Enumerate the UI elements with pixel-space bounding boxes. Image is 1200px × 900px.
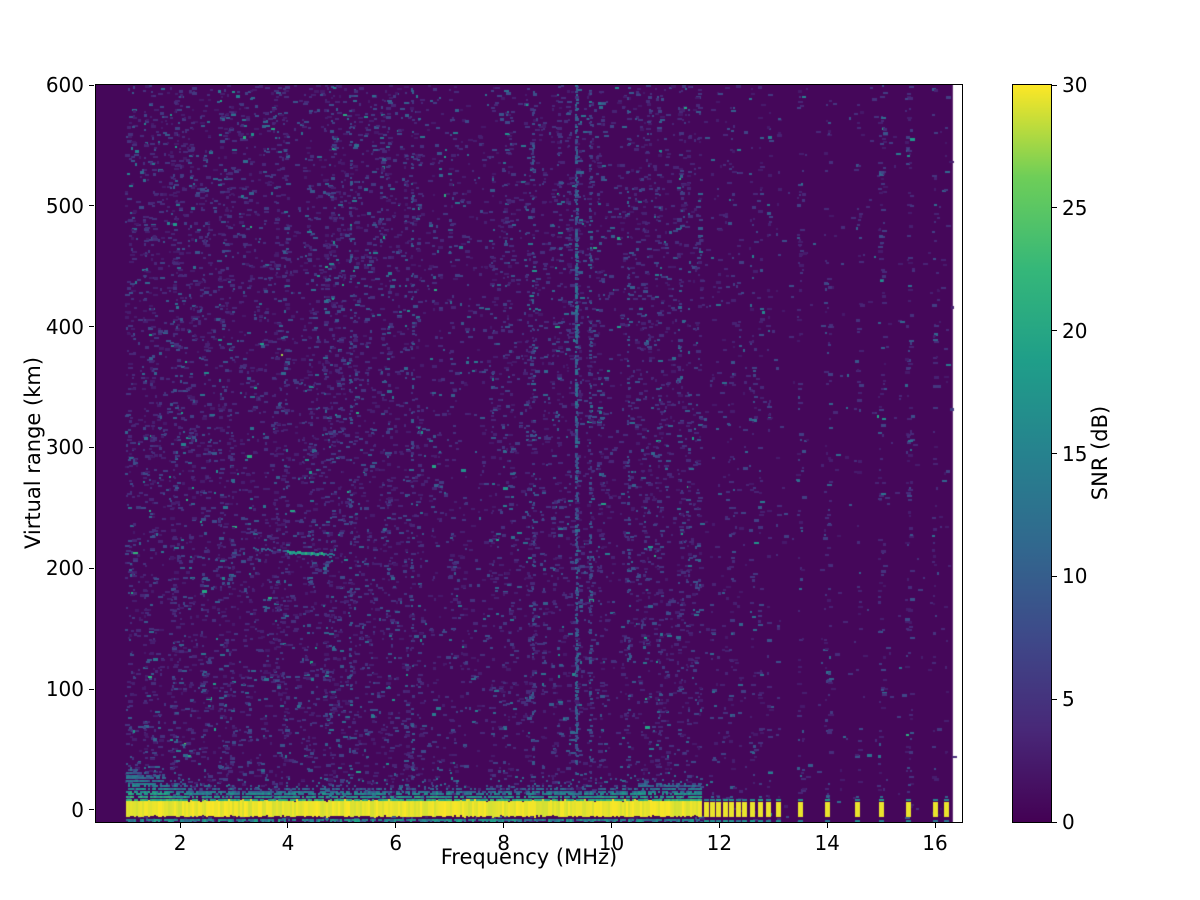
x-tick-label: 4 (281, 831, 295, 855)
colorbar (1012, 84, 1052, 823)
colorbar-tick-label: 20 (1062, 318, 1088, 343)
y-tick-label: 500 (45, 193, 84, 218)
y-tick-label: 100 (45, 677, 84, 702)
x-tick-mark (826, 823, 828, 828)
y-tick-mark (89, 688, 94, 690)
y-tick-label: 600 (45, 73, 84, 97)
colorbar-tick-mark (1052, 84, 1057, 86)
x-axis-label: Frequency (MHz) (440, 845, 618, 869)
colorbar-tick-label: 25 (1062, 195, 1088, 220)
x-tick-label: 2 (173, 831, 187, 855)
x-tick-label: 8 (497, 831, 511, 855)
x-tick-mark (611, 823, 612, 828)
y-tick-label: 200 (45, 556, 84, 581)
y-tick-mark (89, 809, 94, 811)
x-tick-mark (934, 823, 936, 828)
colorbar-tick-label: 15 (1062, 441, 1088, 466)
y-tick-label: 300 (45, 435, 84, 460)
heatmap-canvas (96, 85, 962, 822)
colorbar-label: SNR (dB) (1088, 405, 1112, 501)
y-tick-mark (89, 84, 94, 86)
x-tick-label: 12 (706, 831, 733, 855)
colorbar-tick-label: 10 (1062, 564, 1088, 589)
y-tick-mark (89, 446, 94, 448)
x-tick-mark (287, 823, 289, 828)
y-tick-mark (89, 205, 94, 207)
colorbar-tick-mark (1052, 453, 1057, 454)
colorbar-tick-mark (1052, 207, 1057, 209)
y-axis-label: Virtual range (km) (21, 356, 45, 550)
x-tick-mark (503, 823, 505, 828)
y-tick-mark (89, 567, 94, 569)
colorbar-tick-label: 5 (1062, 687, 1075, 712)
y-tick-label: 400 (45, 314, 84, 339)
colorbar-tick-mark (1052, 698, 1057, 700)
x-tick-label: 6 (389, 831, 403, 855)
colorbar-tick-label: 0 (1062, 810, 1075, 834)
colorbar-tick-mark (1052, 330, 1057, 332)
x-tick-mark (718, 823, 720, 828)
x-tick-mark (395, 823, 397, 828)
y-tick-mark (89, 326, 94, 328)
y-tick-label: 0 (71, 797, 84, 822)
plot-area (95, 84, 963, 823)
x-tick-label: 10 (598, 831, 625, 855)
colorbar-tick-mark (1052, 821, 1057, 823)
colorbar-gradient (1013, 85, 1051, 822)
x-tick-label: 16 (922, 831, 948, 855)
x-tick-label: 14 (814, 831, 840, 855)
colorbar-tick-mark (1052, 575, 1057, 577)
x-tick-mark (179, 823, 181, 828)
colorbar-tick-label: 30 (1062, 73, 1088, 97)
